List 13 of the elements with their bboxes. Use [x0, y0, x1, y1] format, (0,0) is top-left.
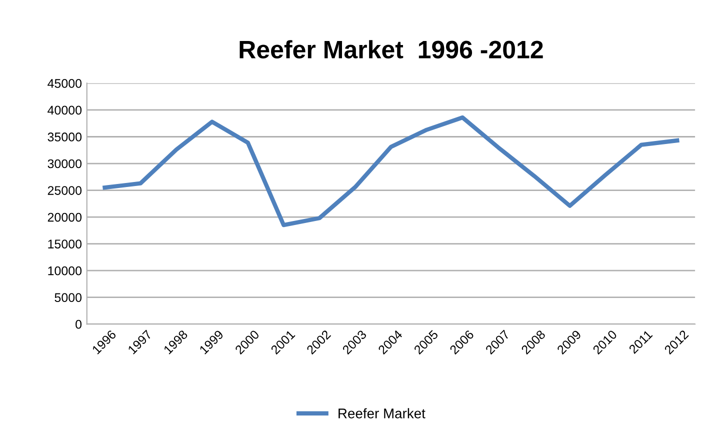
- y-tick-label: 45000: [48, 79, 82, 88]
- y-tick-label: 20000: [48, 212, 82, 222]
- y-tick-label: 0: [76, 320, 82, 329]
- y-tick-label: 35000: [48, 132, 82, 142]
- y-tick-label: 30000: [48, 159, 82, 168]
- y-tick-label: 25000: [48, 186, 82, 195]
- y-tick-label: 10000: [48, 266, 82, 276]
- y-tick-label: 40000: [48, 106, 82, 115]
- y-tick-label: 15000: [48, 240, 82, 248]
- line-series: [102, 115, 680, 228]
- y-tick-label: 5000: [54, 293, 82, 302]
- legend-label: Reefer Market: [338, 408, 426, 418]
- chart-title: Reefer Market 1996 -2012: [240, 40, 543, 58]
